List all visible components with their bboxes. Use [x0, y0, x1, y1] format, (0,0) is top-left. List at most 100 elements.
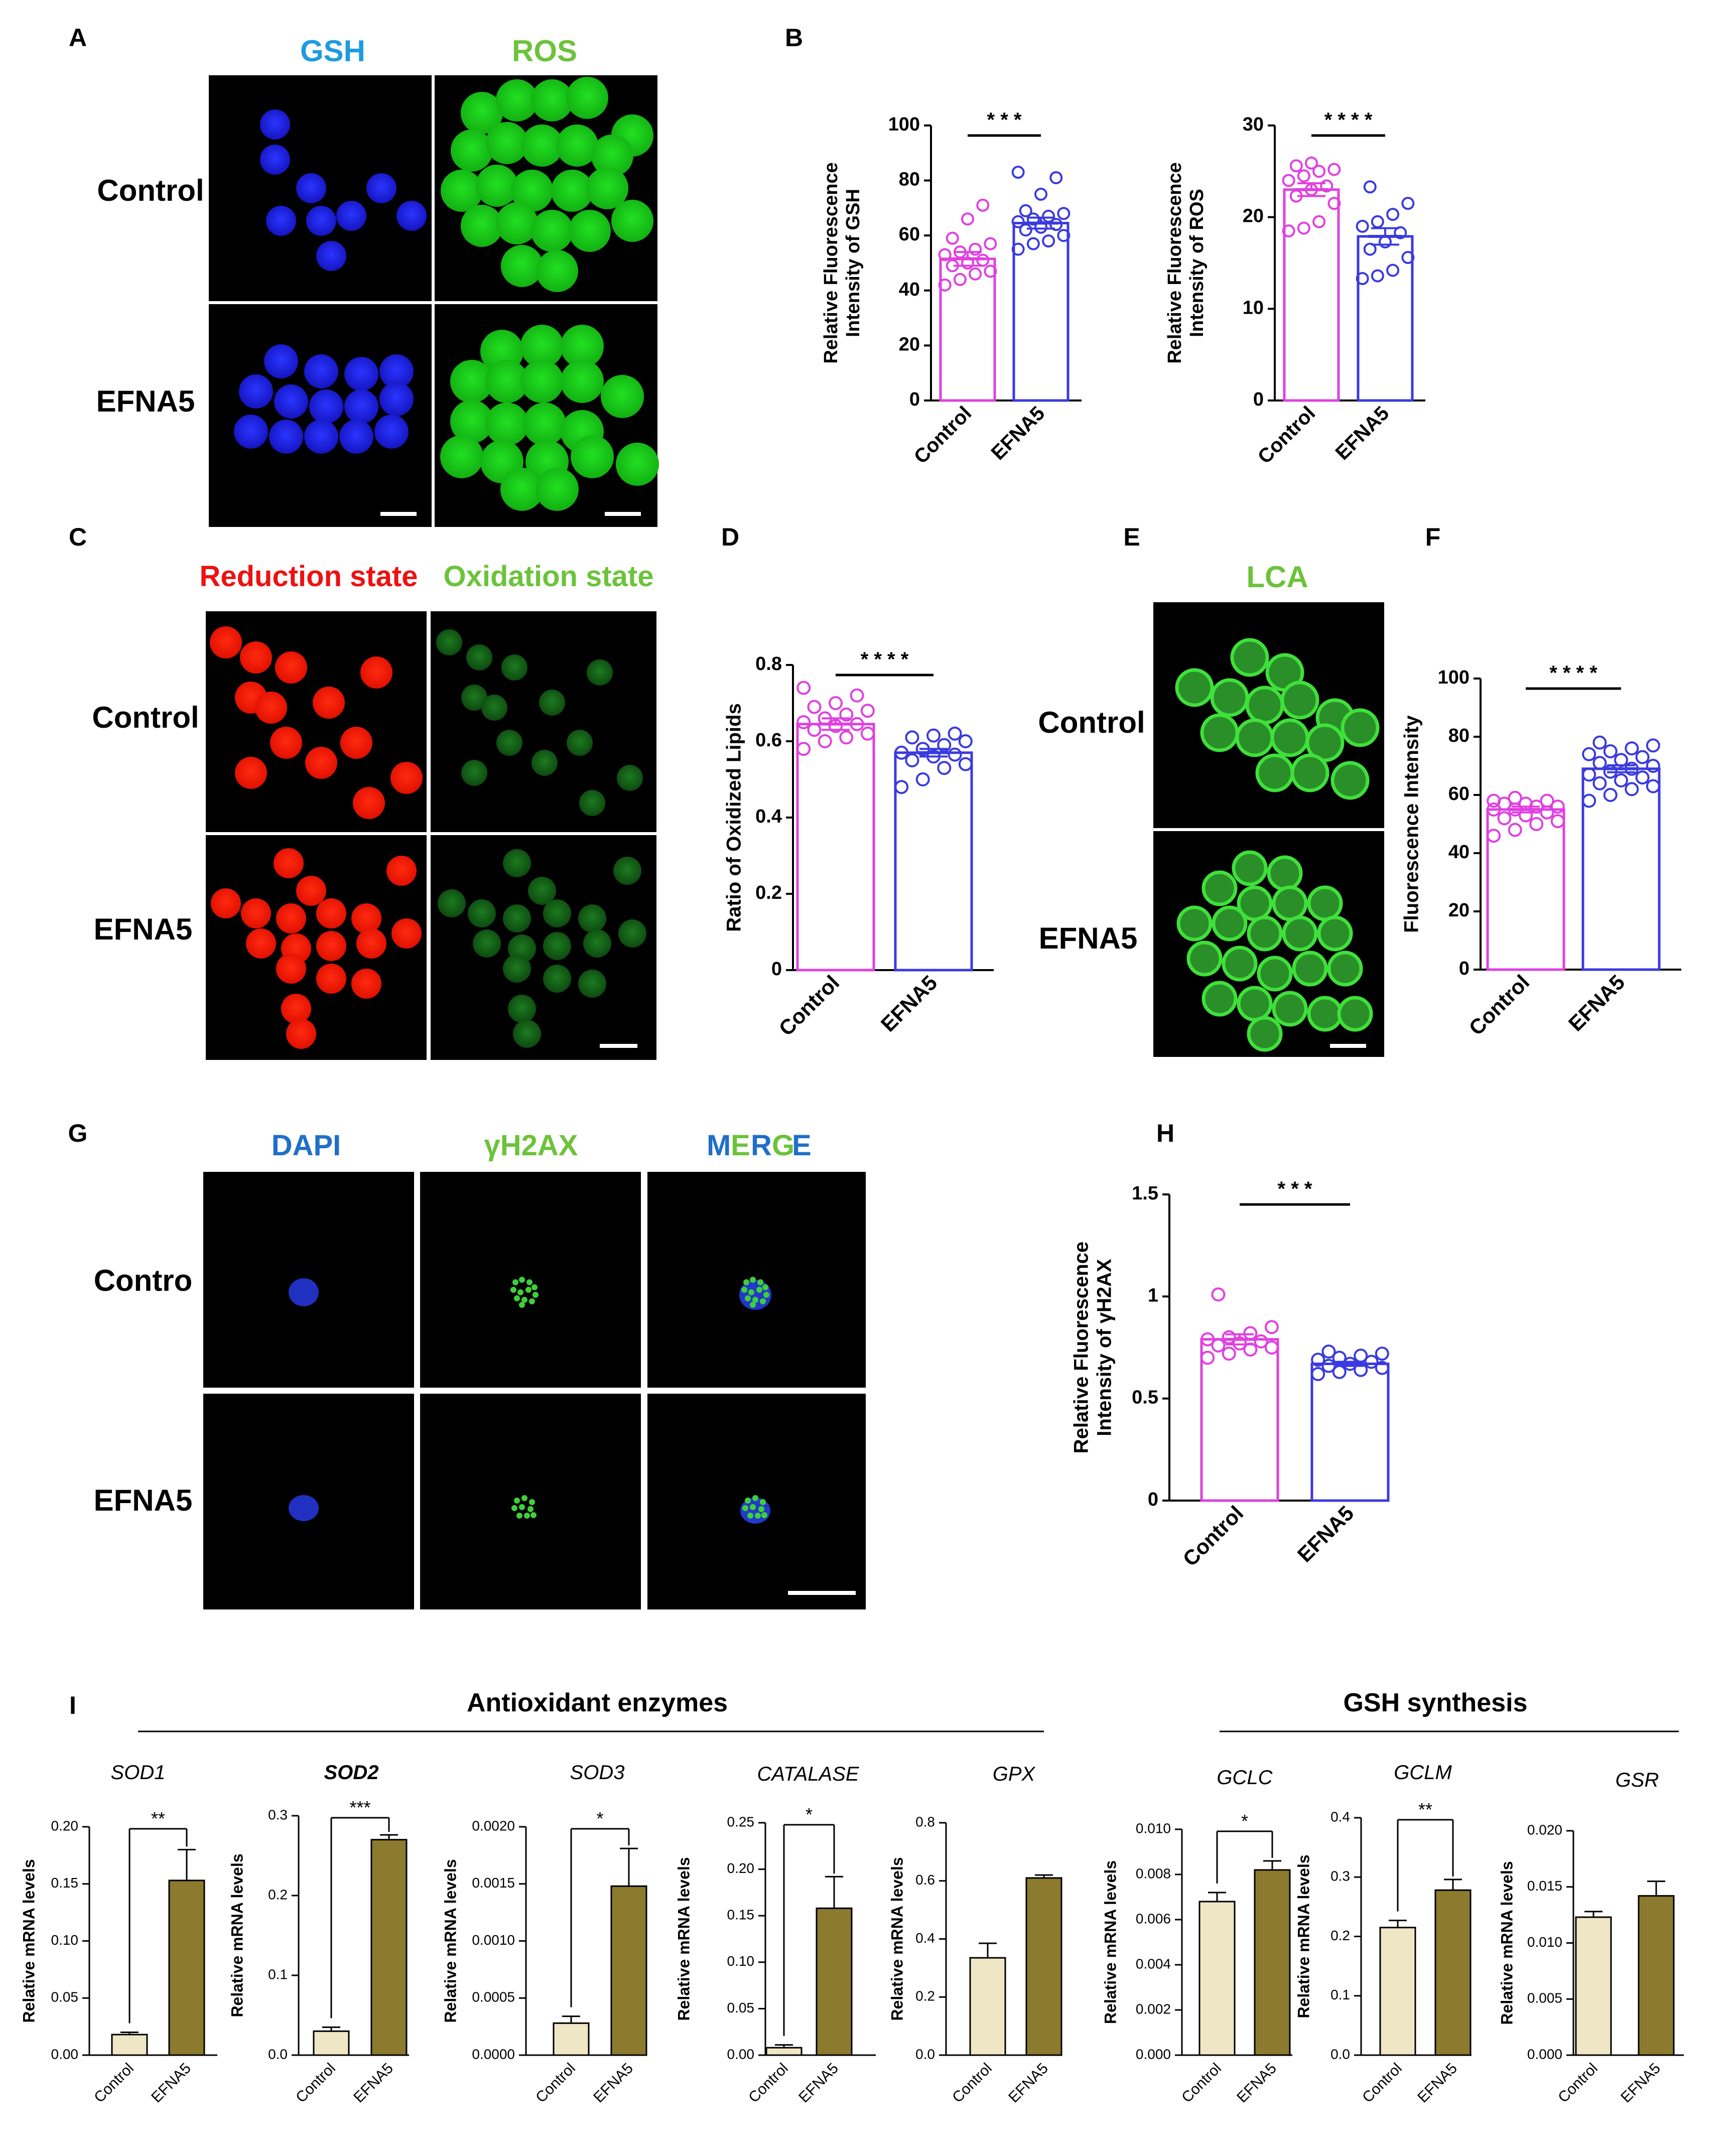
oocyte-gsh — [266, 206, 296, 236]
data-point — [948, 726, 962, 741]
data-point — [839, 730, 854, 745]
oocyte-reduction — [391, 918, 422, 949]
data-point — [1646, 738, 1660, 753]
oocyte-reduction — [316, 898, 346, 928]
foci-gh2ax — [752, 1297, 758, 1303]
significance-label: * * * * — [861, 648, 909, 670]
oocyte-gsh — [344, 389, 378, 424]
oocyte-ros — [556, 124, 598, 167]
row-label-efna5: EFNA5 — [1039, 921, 1138, 955]
data-point — [1312, 215, 1326, 228]
bar-efna5 — [816, 1907, 853, 2056]
significance-label: * * * — [1278, 1178, 1312, 1200]
y-tick-label: 0.05 — [727, 2000, 755, 2015]
x-category-label: Control — [1359, 2060, 1405, 2106]
y-tick-label: 0.8 — [915, 1814, 935, 1829]
y-tick-label: 0.00 — [727, 2046, 755, 2062]
row-label-control: Contro — [94, 1264, 193, 1297]
chart-b2: 0 10 20 30 Relative Fluorescence Intensity of… — [1164, 109, 1425, 468]
oocyte-reduction — [353, 787, 385, 819]
oocyte-ros — [569, 210, 611, 252]
col-header-reduction: Reduction state — [199, 560, 418, 593]
data-point — [1011, 242, 1025, 256]
panel-letter-g: G — [68, 1119, 88, 1147]
data-point — [1282, 174, 1295, 187]
y-tick-label: 0.20 — [727, 1860, 755, 1876]
oocyte-reduction — [241, 898, 271, 928]
y-tick-label: 0.20 — [51, 1818, 79, 1833]
oocyte-reduction — [235, 757, 267, 789]
data-point — [1297, 169, 1310, 183]
oocyte-ros — [531, 79, 573, 121]
y-axis-label: Relative Fluorescence — [821, 162, 842, 363]
x-category-label: EFNA5 — [1234, 2060, 1280, 2106]
bar-efna5 — [370, 1839, 408, 2056]
foci-gh2ax — [524, 1513, 530, 1519]
data-point — [1354, 1363, 1368, 1377]
y-tick-label: 0.020 — [1527, 1822, 1562, 1837]
image-tile — [431, 611, 656, 832]
data-point — [1592, 735, 1607, 750]
bar-control — [1283, 188, 1340, 402]
y-tick-label: 0.10 — [51, 1932, 79, 1948]
oocyte-lca — [1175, 668, 1214, 707]
data-point — [938, 278, 952, 292]
oocyte-oxidation — [503, 904, 531, 932]
y-tick-label: 0.010 — [1136, 1820, 1171, 1836]
data-point — [984, 264, 997, 278]
oocyte-ros — [501, 245, 543, 287]
data-point — [1311, 1353, 1325, 1367]
data-point — [969, 267, 982, 281]
oocyte-ros — [476, 165, 518, 207]
foci-gh2ax — [750, 1302, 756, 1308]
y-tick-label: 0.4 — [1330, 1809, 1350, 1824]
data-point — [1592, 756, 1607, 770]
data-point — [1305, 183, 1318, 196]
y-tick-label: 0.6 — [915, 1872, 935, 1888]
col-header-oxidation: Oxidation state — [444, 560, 654, 593]
oocyte-lca — [1292, 951, 1328, 987]
y-axis-label: Relative mRNA levels — [20, 1859, 38, 2023]
merge-letter: G — [772, 1129, 794, 1162]
x-category-label: EFNA5 — [1618, 2060, 1664, 2106]
foci-gh2ax — [750, 1504, 756, 1510]
data-point — [1311, 1367, 1325, 1381]
data-point — [1386, 208, 1400, 221]
oocyte-lca — [1237, 986, 1273, 1022]
foci-gh2ax — [521, 1297, 527, 1303]
oocyte-reduction — [270, 727, 302, 759]
y-tick-label: 30 — [1243, 114, 1264, 135]
group-title-antioxidant: Antioxidant enzymes — [467, 1688, 728, 1717]
y-tick-label: 0.010 — [1527, 1934, 1562, 1950]
data-point — [1582, 793, 1596, 808]
col-header-dapi: DAPI — [272, 1129, 341, 1162]
data-point — [953, 245, 967, 259]
oocyte-oxidation — [567, 730, 593, 756]
y-tick-label: 20 — [1243, 206, 1264, 227]
data-point — [1211, 1287, 1226, 1302]
data-point — [1401, 251, 1415, 264]
oocyte-oxidation — [613, 857, 641, 885]
data-point — [1508, 823, 1522, 837]
x-category-label: Control — [1254, 402, 1320, 468]
data-point — [1497, 811, 1512, 826]
data-point — [1582, 747, 1596, 761]
oocyte-oxidation — [436, 629, 462, 655]
data-point — [915, 742, 930, 756]
y-tick-label: 40 — [1448, 842, 1470, 863]
data-point — [1049, 218, 1063, 231]
y-tick-label: 0.4 — [755, 806, 782, 827]
y-tick-label: 0.6 — [755, 730, 782, 751]
foci-gh2ax — [755, 1513, 761, 1519]
data-point — [1519, 796, 1533, 811]
oocyte-gsh — [260, 145, 290, 175]
oocyte-ros — [521, 124, 563, 167]
data-point — [1233, 1336, 1247, 1351]
scale-bar — [600, 1044, 637, 1048]
data-point — [1356, 272, 1369, 286]
data-point — [839, 707, 854, 722]
y-tick-label: 1.5 — [1132, 1183, 1158, 1204]
data-point — [1386, 263, 1400, 277]
y-tick-label: 0.0 — [915, 2046, 935, 2062]
data-point — [1264, 1340, 1279, 1355]
